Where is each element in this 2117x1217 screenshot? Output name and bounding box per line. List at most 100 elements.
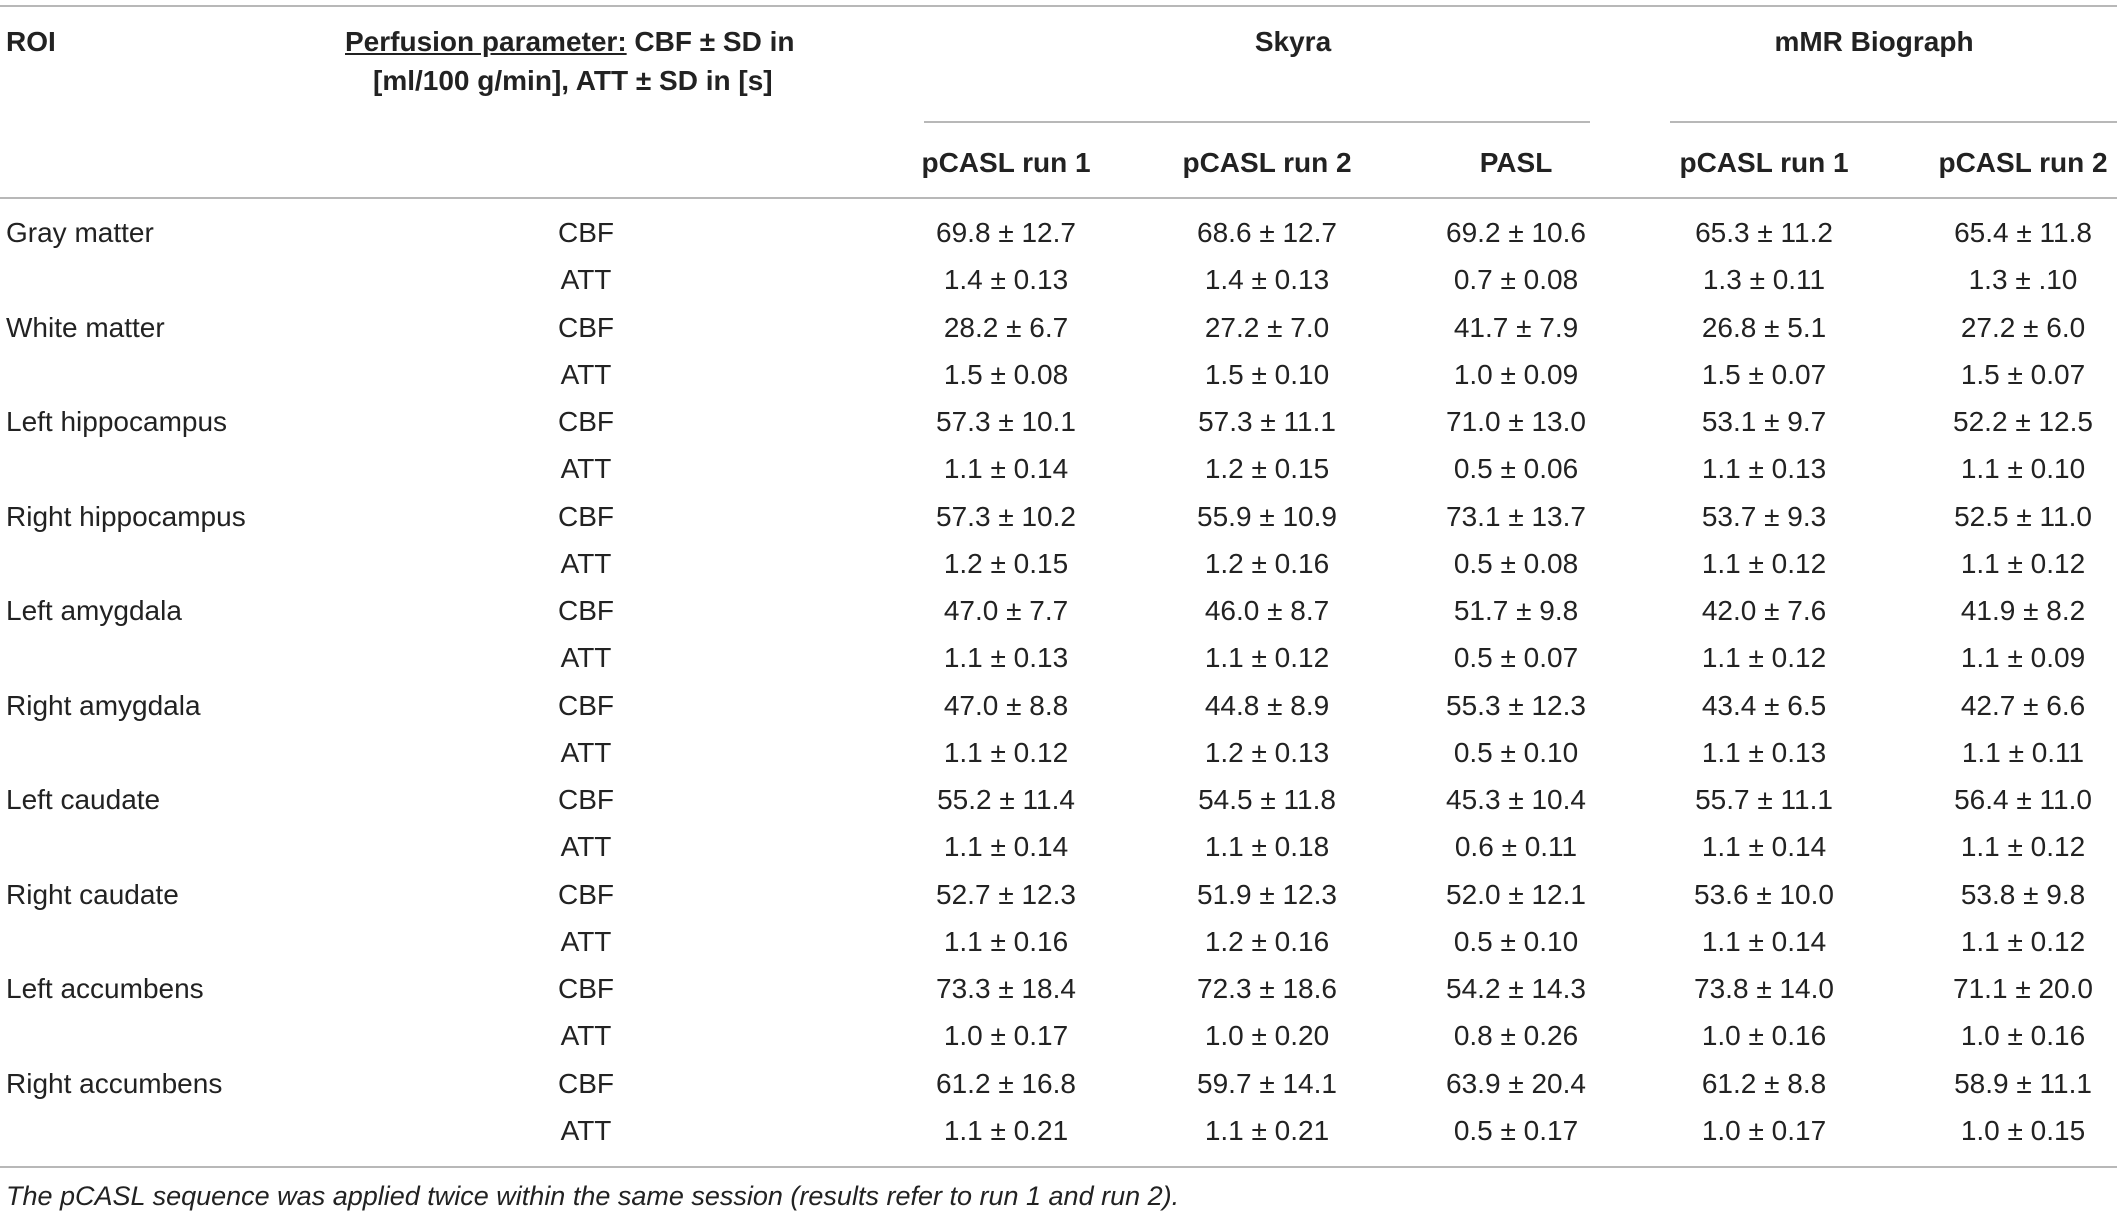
att-value-cell: 1.1 ± 0.12 [1701,547,1827,579]
cbf-value-cell: 52.5 ± 11.0 [1954,500,2092,532]
cbf-value-cell: 58.9 ± 11.1 [1954,1067,2092,1099]
cbf-param-label: CBF [558,595,614,626]
roi-name: Right accumbens [6,1067,223,1099]
att-value-cell: 1.0 ± 0.17 [943,1020,1069,1052]
cbf-value-cell: 54.2 ± 14.3 [1446,973,1586,1004]
att-value-cell: 1.1 ± 0.13 [1701,453,1827,485]
cbf-value-cell: 47.0 ± 8.8 [943,689,1069,721]
cbf-value-cell: 61.2 ± 16.8 [936,1067,1076,1099]
cbf-value-cell: 41.9 ± 8.2 [1960,595,2086,626]
cbf-value-cell: 43.4 ± 6.5 [1701,689,1827,721]
cbf-value-cell: 72.3 ± 18.6 [1197,973,1337,1004]
att-value-cell: 1.2 ± 0.16 [1204,547,1330,579]
cbf-value-cell: 73.1 ± 13.7 [1446,500,1586,532]
att-value-cell: 1.5 ± 0.07 [1960,358,2086,390]
col-header-mmr-pcasl1: pCASL run 1 [1679,147,1849,178]
att-value-cell: 1.1 ± 0.10 [1960,453,2086,485]
cbf-value-cell: 54.5 ± 11.8 [1198,784,1336,815]
roi-name: Right amygdala [6,689,201,721]
att-value-cell: 0.5 ± 0.17 [1453,1114,1579,1146]
roi-name: Right caudate [6,878,179,910]
top-rule [0,5,2117,7]
cbf-param-label: CBF [558,311,614,343]
cbf-value-cell: 53.1 ± 9.7 [1701,406,1827,437]
roi-name: Right hippocampus [6,500,246,532]
cbf-value-cell: 69.2 ± 10.6 [1446,217,1586,248]
att-param-label: ATT [560,831,612,863]
cbf-value-cell: 55.7 ± 11.1 [1695,784,1833,815]
att-value-cell: 1.1 ± 0.12 [1960,925,2086,957]
att-value-cell: 1.1 ± 0.14 [943,831,1069,863]
att-param-label: ATT [560,264,612,296]
att-value-cell: 1.1 ± 0.13 [943,642,1069,674]
att-value-cell: 1.1 ± 0.12 [943,736,1069,768]
group-header-skyra: Skyra [1254,26,1332,57]
att-value-cell: 1.4 ± 0.13 [943,264,1069,296]
cbf-value-cell: 47.0 ± 7.7 [943,595,1069,626]
cbf-param-label: CBF [558,689,614,721]
cbf-value-cell: 57.3 ± 11.1 [1198,406,1336,437]
roi-name: Left caudate [6,784,161,815]
att-value-cell: 1.5 ± 0.07 [1701,358,1827,390]
att-param-label: ATT [560,642,612,674]
roi-name: Gray matter [6,217,154,248]
roi-name: White matter [6,311,165,343]
cbf-param-label: CBF [558,1067,614,1099]
cbf-value-cell: 63.9 ± 20.4 [1446,1067,1586,1099]
col-header-skyra-pcasl1: pCASL run 1 [921,147,1091,178]
cbf-param-label: CBF [558,784,614,815]
param-header-rest: CBF ± SD in [626,26,795,57]
cbf-value-cell: 52.2 ± 12.5 [1953,406,2093,437]
att-value-cell: 0.6 ± 0.11 [1454,831,1578,863]
att-value-cell: 0.5 ± 0.06 [1453,453,1579,485]
col-header-skyra-pasl: PASL [1479,147,1553,178]
att-value-cell: 1.0 ± 0.20 [1204,1020,1330,1052]
cbf-value-cell: 51.7 ± 9.8 [1453,595,1579,626]
group-header-mmr: mMR Biograph [1774,26,1974,57]
att-value-cell: 1.1 ± 0.16 [943,925,1069,957]
cbf-value-cell: 53.8 ± 9.8 [1960,878,2086,910]
att-value-cell: 0.7 ± 0.08 [1453,264,1579,296]
cbf-value-cell: 53.6 ± 10.0 [1694,878,1834,910]
cbf-value-cell: 45.3 ± 10.4 [1446,784,1586,815]
att-value-cell: 0.5 ± 0.10 [1453,925,1579,957]
att-value-cell: 1.2 ± 0.16 [1204,925,1330,957]
att-value-cell: 1.1 ± 0.12 [1960,831,2086,863]
cbf-value-cell: 28.2 ± 6.7 [943,311,1069,343]
cbf-param-label: CBF [558,406,614,437]
cbf-value-cell: 55.2 ± 11.4 [937,784,1075,815]
cbf-value-cell: 55.3 ± 12.3 [1446,689,1586,721]
cbf-param-label: CBF [558,973,614,1004]
cbf-value-cell: 71.1 ± 20.0 [1953,973,2093,1004]
cbf-value-cell: 57.3 ± 10.2 [936,500,1076,532]
att-value-cell: 1.1 ± 0.09 [1960,642,2086,674]
roi-name: Left accumbens [6,973,204,1004]
cbf-value-cell: 44.8 ± 8.9 [1204,689,1330,721]
cbf-value-cell: 65.3 ± 11.2 [1695,217,1833,248]
cbf-param-label: CBF [558,878,614,910]
cbf-value-cell: 41.7 ± 7.9 [1453,311,1579,343]
cbf-value-cell: 69.8 ± 12.7 [936,217,1076,248]
param-header-line2: [ml/100 g/min], ATT ± SD in [s] [373,65,773,96]
att-value-cell: 1.1 ± 0.11 [1961,736,2085,768]
att-value-cell: 1.2 ± 0.15 [943,547,1069,579]
cbf-value-cell: 57.3 ± 10.1 [936,406,1076,437]
att-param-label: ATT [560,1020,612,1052]
roi-name: Left amygdala [6,595,182,626]
att-param-label: ATT [560,1114,612,1146]
table-footnote: The pCASL sequence was applied twice wit… [6,1181,1180,1211]
roi-header: ROI [6,26,56,57]
cbf-value-cell: 42.0 ± 7.6 [1701,595,1827,626]
col-header-skyra-pcasl2: pCASL run 2 [1182,147,1352,178]
header-bottom-rule [0,197,2117,199]
att-value-cell: 1.1 ± 0.21 [1204,1114,1330,1146]
cbf-value-cell: 71.0 ± 13.0 [1446,406,1586,437]
cbf-value-cell: 65.4 ± 11.8 [1954,217,2092,248]
cbf-value-cell: 26.8 ± 5.1 [1701,311,1827,343]
att-value-cell: 1.5 ± 0.10 [1204,358,1330,390]
cbf-value-cell: 53.7 ± 9.3 [1701,500,1827,532]
cbf-value-cell: 46.0 ± 8.7 [1204,595,1330,626]
att-value-cell: 1.3 ± .10 [1968,264,2078,296]
att-value-cell: 0.5 ± 0.08 [1453,547,1579,579]
cbf-value-cell: 27.2 ± 6.0 [1960,311,2086,343]
